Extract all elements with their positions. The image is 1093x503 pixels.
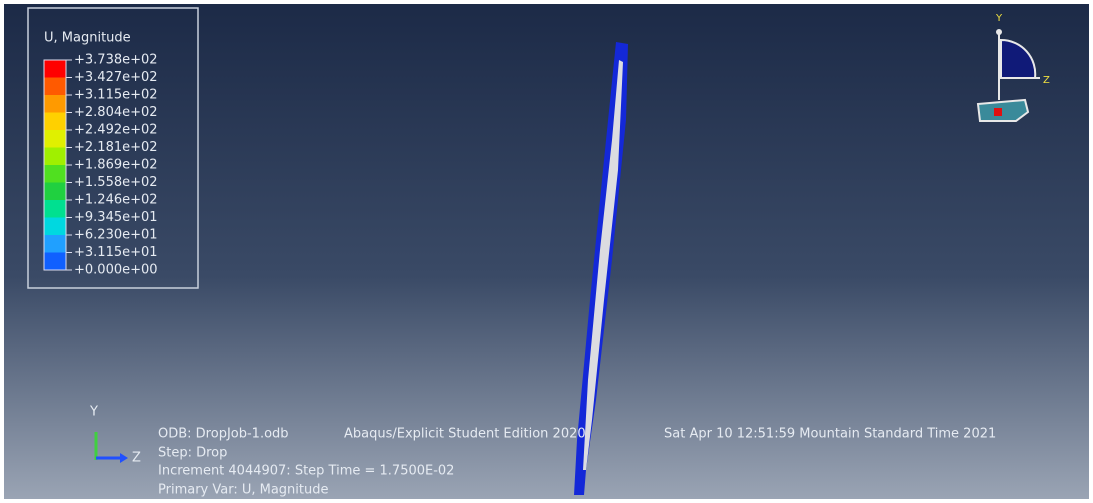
legend-title: U, Magnitude — [44, 31, 131, 46]
legend-swatch — [44, 253, 66, 271]
legend-swatch — [44, 113, 66, 131]
legend-swatch — [44, 148, 66, 166]
date: Sat Apr 10 12:51:59 Mountain Standard Ti… — [664, 427, 996, 442]
legend-label: +2.181e+02 — [74, 140, 158, 155]
view-triad-z: Z — [1043, 75, 1050, 86]
page: U, Magnitude +3.738e+02 +3.427e+02 +3.115e… — [0, 0, 1093, 499]
legend-label: +1.869e+02 — [74, 158, 158, 173]
legend-label: +2.492e+02 — [74, 123, 158, 138]
legend-swatch — [44, 218, 66, 236]
legend-label: +6.230e+01 — [74, 228, 158, 243]
legend-swatch — [44, 235, 66, 253]
step: Step: Drop — [158, 446, 227, 461]
legend-label: +1.246e+02 — [74, 193, 158, 208]
legend-swatch — [44, 95, 66, 113]
legend-label: +3.115e+02 — [74, 88, 158, 103]
legend-label: +3.738e+02 — [74, 53, 158, 68]
legend-swatch — [44, 200, 66, 218]
product: Abaqus/Explicit Student Edition 2020 — [344, 427, 586, 442]
legend-label: +2.804e+02 — [74, 105, 158, 120]
background — [4, 4, 1089, 499]
legend-swatch — [44, 130, 66, 148]
legend-swatch — [44, 183, 66, 201]
increment: Increment 4044907: Step Time = 1.7500E-0… — [158, 464, 454, 479]
legend-label: +0.000e+00 — [74, 263, 158, 278]
legend-swatch — [44, 78, 66, 96]
legend-label: +3.427e+02 — [74, 70, 158, 85]
odb-name: ODB: DropJob-1.odb — [158, 427, 289, 442]
legend-swatch — [44, 165, 66, 183]
primary-var: Primary Var: U, Magnitude — [158, 483, 329, 498]
legend-label: +9.345e+01 — [74, 210, 158, 225]
legend-label: +3.115e+01 — [74, 245, 158, 260]
legend-label: +1.558e+02 — [74, 175, 158, 190]
view-triad-y: Y — [995, 13, 1003, 24]
legend-swatch — [44, 60, 66, 78]
viewport: U, Magnitude +3.738e+02 +3.427e+02 +3.115e… — [0, 0, 1093, 499]
triad-y: Y — [89, 405, 98, 420]
triad-z: Z — [132, 451, 141, 466]
